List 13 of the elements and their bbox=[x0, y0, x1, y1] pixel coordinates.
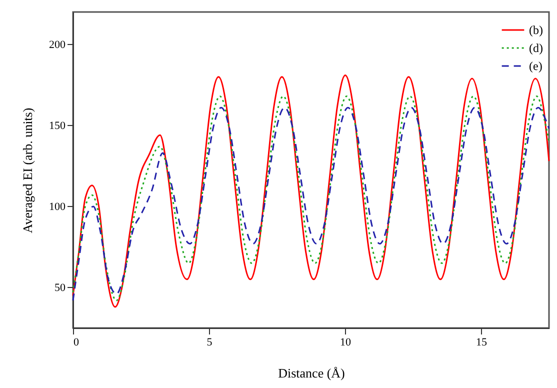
x-axis-title: Distance (Å) bbox=[278, 366, 345, 380]
x-tick-label: 10 bbox=[340, 336, 352, 348]
y-tick-label: 200 bbox=[49, 38, 66, 51]
x-tick-label: 0 bbox=[74, 336, 80, 348]
y-tick-label: 100 bbox=[49, 200, 66, 213]
y-axis-title: Averaged EI (arb. units) bbox=[20, 108, 35, 234]
legend-label: (e) bbox=[529, 59, 542, 73]
x-tick-label: 5 bbox=[206, 336, 213, 348]
y-tick-label: 50 bbox=[54, 282, 66, 294]
x-tick-label: 15 bbox=[476, 336, 488, 348]
legend-label: (d) bbox=[529, 41, 543, 55]
legend-label: (b) bbox=[529, 23, 543, 37]
y-tick-label: 150 bbox=[49, 120, 66, 132]
